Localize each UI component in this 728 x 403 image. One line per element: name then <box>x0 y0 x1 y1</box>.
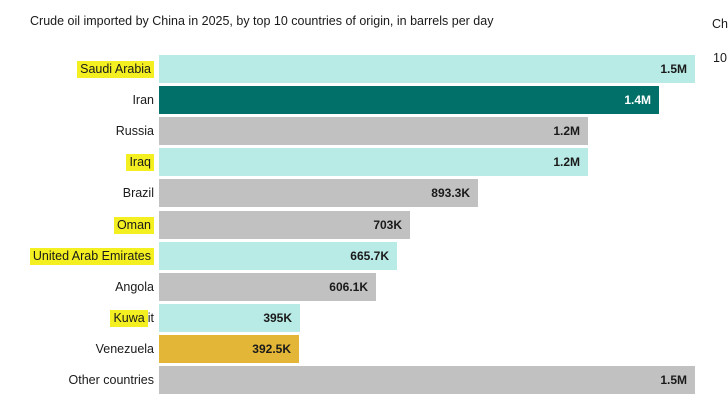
value-label: 1.5M <box>660 373 687 388</box>
category-label: Angola <box>115 279 154 294</box>
category-label: Brazil <box>122 186 154 201</box>
bar[interactable]: 606.1K <box>159 272 376 301</box>
bar-track: 1.2M <box>159 116 728 145</box>
bar-track: 665.7K <box>159 241 728 270</box>
value-label: 1.5M <box>660 61 687 76</box>
value-label: 395K <box>263 311 292 326</box>
chart-row: Other countries 1.5M <box>0 365 728 396</box>
chart-row: Iraq 1.2M <box>0 147 728 178</box>
category-label: Venezuela <box>95 342 154 357</box>
bar[interactable]: 1.5M <box>159 54 695 83</box>
value-label: 1.2M <box>553 155 580 170</box>
chart-row: United Arab Emirates 665.7K <box>0 240 728 271</box>
category-label: Iran <box>132 92 154 107</box>
bar[interactable]: 392.5K <box>159 335 299 364</box>
category-label: United Arab Emirates <box>0 247 159 265</box>
chart-title: Crude oil imported by China in 2025, by … <box>30 14 494 28</box>
bar-track: 1.5M <box>159 366 728 395</box>
chart-row: Oman 703K <box>0 209 728 240</box>
category-label: Iraq <box>0 154 159 172</box>
value-label: 392.5K <box>252 342 291 357</box>
bar-track: 703K <box>159 210 728 239</box>
bar[interactable]: 665.7K <box>159 241 397 270</box>
value-label: 1.4M <box>624 92 651 107</box>
bar-track: 1.4M <box>159 85 728 114</box>
chart-row: Brazil 893.3K <box>0 178 728 209</box>
category-label: Russia <box>115 123 154 138</box>
chart-row: Kuwa it 395K <box>0 303 728 334</box>
bar-track: 606.1K <box>159 272 728 301</box>
highlight-mark: Saudi Arabia <box>77 60 154 78</box>
chart-row: Russia 1.2M <box>0 115 728 146</box>
bar[interactable]: 395K <box>159 304 300 333</box>
clipped-neighbor-text-bottom: 10 <box>713 51 727 65</box>
bar-track: 395K <box>159 304 728 333</box>
bar[interactable]: 703K <box>159 210 410 239</box>
clipped-neighbor-text-top: Ch <box>712 17 728 31</box>
chart-row: Iran 1.4M <box>0 84 728 115</box>
bar-track: 1.2M <box>159 148 728 177</box>
bar[interactable]: 1.5M <box>159 366 695 395</box>
chart-row: Venezuela 392.5K <box>0 334 728 365</box>
category-label: Kuwa it <box>0 310 159 328</box>
bar-track: 893.3K <box>159 179 728 208</box>
value-label: 703K <box>373 217 402 232</box>
bar[interactable]: 1.2M <box>159 148 588 177</box>
value-label: 606.1K <box>329 279 368 294</box>
highlight-mark: Iraq <box>126 154 154 172</box>
category-label-rest: it <box>147 311 154 326</box>
category-label: Oman <box>0 216 159 234</box>
value-label: 665.7K <box>350 248 389 263</box>
value-label: 1.2M <box>553 123 580 138</box>
highlight-mark: Kuwa <box>110 310 148 328</box>
bar[interactable]: 1.4M <box>159 85 659 114</box>
value-label: 893.3K <box>431 186 470 201</box>
category-label: Saudi Arabia <box>0 60 159 78</box>
highlight-mark: Oman <box>113 216 154 234</box>
category-label: Other countries <box>68 373 154 388</box>
bar-track: 392.5K <box>159 335 728 364</box>
chart-row: Angola 606.1K <box>0 271 728 302</box>
bar[interactable]: 893.3K <box>159 179 478 208</box>
bar[interactable]: 1.2M <box>159 116 588 145</box>
bar-chart: Saudi Arabia 1.5M Iran 1.4M Russia 1.2M Iraq 1.… <box>0 53 728 396</box>
bar-track: 1.5M <box>159 54 728 83</box>
highlight-mark: United Arab Emirates <box>29 247 154 265</box>
chart-row: Saudi Arabia 1.5M <box>0 53 728 84</box>
